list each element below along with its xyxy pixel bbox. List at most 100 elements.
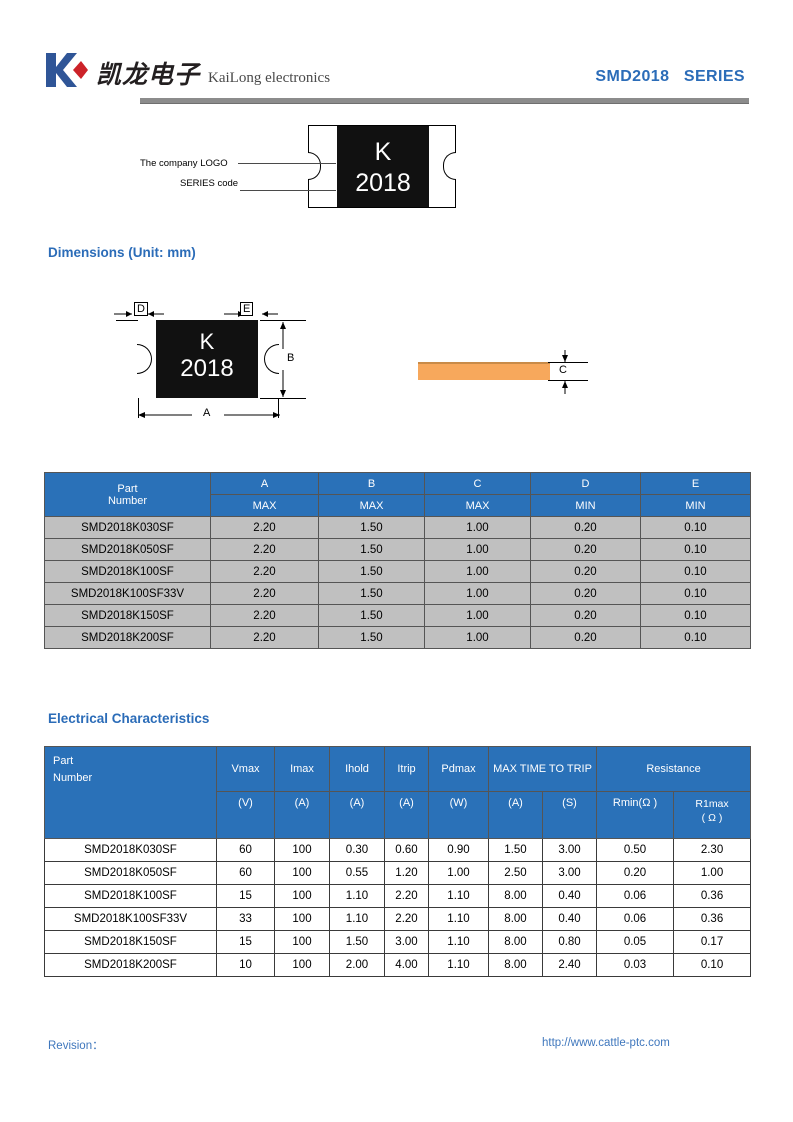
electrical-cell-pdmax: 1.10 (428, 953, 489, 977)
electrical-cell-trip-time: 2.40 (541, 953, 598, 977)
witness-line-d-top (116, 320, 146, 321)
electrical-cell-itrip: 2.20 (384, 907, 429, 931)
electrical-cell-rmin: 0.05 (596, 930, 675, 954)
dimension-label-c: C (559, 364, 567, 376)
electrical-cell-itrip: 4.00 (384, 953, 429, 977)
electrical-cell-trip-current: 8.00 (488, 884, 543, 908)
electrical-cell-trip-current: 8.00 (488, 930, 543, 954)
electrical-cell-imax: 100 (274, 861, 330, 885)
electrical-characteristics-table: Part Number Vmax Imax Ihold Itrip Pdmax … (44, 746, 752, 977)
dimensions-cell-b: 1.50 (318, 626, 425, 649)
page-header: 凯龙电子 KaiLong electronics SMD2018 SERIES (44, 44, 749, 106)
company-logo: 凯龙电子 KaiLong electronics (44, 50, 330, 90)
electrical-cell-r1max: 1.00 (673, 861, 752, 885)
electrical-cell-itrip: 1.20 (384, 861, 429, 885)
side-view-drawing: C (418, 348, 593, 403)
electrical-cell-r1max: 0.10 (673, 953, 752, 977)
dimensions-part-number-header: Part Number (44, 472, 211, 517)
dimensions-qualifier-e: MIN (640, 494, 751, 517)
chip-body: K 2018 (308, 125, 456, 208)
part-header-line1: Part (53, 755, 74, 767)
callout-line-series (240, 190, 336, 191)
chip-notch-left-icon (308, 152, 321, 180)
dimensions-cell-part: SMD2018K050SF (44, 538, 211, 561)
chip-logo-letter: K (374, 138, 392, 166)
dimensions-cell-a: 2.20 (210, 516, 319, 539)
dimensions-cell-a: 2.20 (210, 626, 319, 649)
witness-line-c-bottom (548, 380, 588, 381)
dimensions-qualifier-b: MAX (318, 494, 425, 517)
witness-line-a-left (138, 398, 139, 418)
electrical-cell-r1max: 0.17 (673, 930, 752, 954)
r1max-line2: ( Ω ) (701, 812, 723, 825)
dimensions-cell-part: SMD2018K200SF (44, 626, 211, 649)
dimensions-col-header-c: C (424, 472, 531, 495)
electrical-cell-vmax: 33 (216, 907, 275, 931)
dimensions-cell-a: 2.20 (210, 604, 319, 627)
electrical-cell-trip-time: 0.40 (541, 884, 598, 908)
witness-line-c-top (548, 362, 588, 363)
table-row: SMD2018K150SF 2.20 1.50 1.00 0.20 0.10 (44, 604, 751, 627)
electrical-unit-pdmax: (W) (428, 791, 489, 839)
chip-series-code: 2018 (355, 169, 411, 197)
dimensions-table-header-row-2: MAX MAX MAX MIN MIN (45, 494, 751, 517)
callout-line-logo (238, 163, 336, 164)
electrical-cell-r1max: 2.30 (673, 838, 752, 862)
electrical-heading: Electrical Characteristics (48, 711, 210, 726)
electrical-cell-pdmax: 1.00 (428, 861, 489, 885)
electrical-unit-trip-time: (S) (541, 791, 598, 839)
electrical-cell-ihold: 0.30 (329, 838, 385, 862)
electrical-cell-vmax: 60 (216, 838, 275, 862)
electrical-cell-part: SMD2018K200SF (44, 953, 217, 977)
dimensions-cell-b: 1.50 (318, 604, 425, 627)
dimension-label-b: B (287, 352, 295, 364)
part-header-line2: Number (107, 494, 148, 507)
dimension-marking-area: K 2018 (156, 320, 258, 398)
dimensions-cell-e: 0.10 (640, 604, 751, 627)
dimensions-cell-part: SMD2018K100SF33V (44, 582, 211, 605)
electrical-cell-pdmax: 1.10 (428, 930, 489, 954)
witness-line-a-right (278, 398, 279, 418)
electrical-cell-part: SMD2018K030SF (44, 838, 217, 862)
electrical-col-header-ihold: Ihold (329, 746, 385, 792)
electrical-cell-trip-current: 8.00 (488, 953, 543, 977)
dimensions-cell-b: 1.50 (318, 582, 425, 605)
electrical-cell-rmin: 0.50 (596, 838, 675, 862)
electrical-unit-vmax: (V) (216, 791, 275, 839)
dimension-arrow-d-icon (114, 311, 164, 317)
electrical-unit-imax: (A) (274, 791, 330, 839)
dimensions-cell-e: 0.10 (640, 626, 751, 649)
electrical-cell-vmax: 15 (216, 930, 275, 954)
revision-label: Revision： (48, 1040, 104, 1052)
electrical-unit-ihold: (A) (329, 791, 385, 839)
electrical-cell-part: SMD2018K150SF (44, 930, 217, 954)
dimensions-cell-a: 2.20 (210, 560, 319, 583)
dimensions-cell-c: 1.00 (424, 538, 531, 561)
electrical-cell-rmin: 0.06 (596, 884, 675, 908)
electrical-col-header-max-time-to-trip: MAX TIME TO TRIP (487, 746, 598, 792)
electrical-cell-vmax: 15 (216, 884, 275, 908)
electrical-cell-rmin: 0.03 (596, 953, 675, 977)
dimensions-cell-c: 1.00 (424, 582, 531, 605)
electrical-cell-ihold: 0.55 (329, 861, 385, 885)
dimensions-cell-b: 1.50 (318, 538, 425, 561)
electrical-col-header-imax: Imax (274, 746, 330, 792)
electrical-cell-part: SMD2018K100SF (44, 884, 217, 908)
electrical-unit-r1max: R1max ( Ω ) (673, 791, 752, 839)
website-url[interactable]: http://www.cattle-ptc.com (542, 1037, 670, 1049)
part-header-line1: Part (117, 482, 138, 495)
dimensions-cell-d: 0.20 (530, 626, 641, 649)
logo-chinese-text: 凯龙电子 (96, 60, 201, 89)
dimensions-qualifier-a: MAX (210, 494, 319, 517)
electrical-cell-trip-time: 3.00 (541, 838, 598, 862)
electrical-cell-itrip: 0.60 (384, 838, 429, 862)
header-divider (140, 98, 749, 104)
dimensions-cell-c: 1.00 (424, 626, 531, 649)
dimensions-cell-c: 1.00 (424, 604, 531, 627)
electrical-cell-imax: 100 (274, 884, 330, 908)
dimension-chip-body: K 2018 (137, 320, 279, 398)
logo-english-text: KaiLong electronics (208, 70, 331, 86)
electrical-cell-pdmax: 1.10 (428, 907, 489, 931)
electrical-cell-r1max: 0.36 (673, 884, 752, 908)
